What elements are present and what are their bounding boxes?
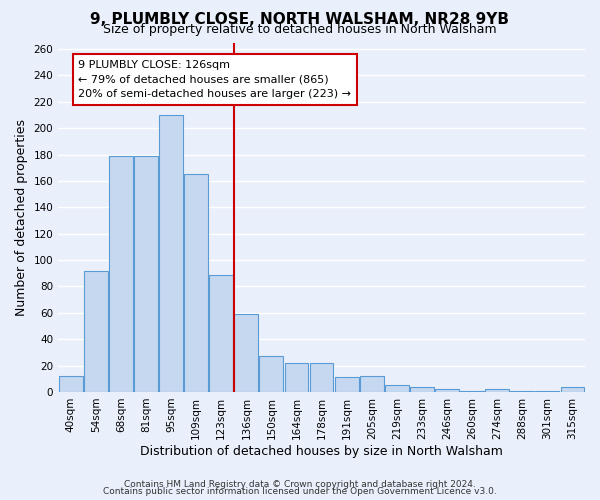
- Bar: [511, 390, 534, 392]
- Bar: [109, 156, 133, 392]
- Y-axis label: Number of detached properties: Number of detached properties: [15, 118, 28, 316]
- Bar: [360, 376, 383, 392]
- Bar: [385, 386, 409, 392]
- Bar: [59, 376, 83, 392]
- Text: 9, PLUMBLY CLOSE, NORTH WALSHAM, NR28 9YB: 9, PLUMBLY CLOSE, NORTH WALSHAM, NR28 9Y…: [91, 12, 509, 28]
- Bar: [134, 156, 158, 392]
- Bar: [184, 174, 208, 392]
- Bar: [235, 314, 258, 392]
- Text: Contains HM Land Registry data © Crown copyright and database right 2024.: Contains HM Land Registry data © Crown c…: [124, 480, 476, 489]
- Bar: [560, 386, 584, 392]
- Bar: [460, 390, 484, 392]
- Text: 9 PLUMBLY CLOSE: 126sqm
← 79% of detached houses are smaller (865)
20% of semi-d: 9 PLUMBLY CLOSE: 126sqm ← 79% of detache…: [78, 60, 351, 99]
- Bar: [435, 390, 459, 392]
- Text: Size of property relative to detached houses in North Walsham: Size of property relative to detached ho…: [103, 22, 497, 36]
- X-axis label: Distribution of detached houses by size in North Walsham: Distribution of detached houses by size …: [140, 444, 503, 458]
- Bar: [159, 115, 183, 392]
- Bar: [410, 386, 434, 392]
- Bar: [284, 363, 308, 392]
- Bar: [535, 390, 559, 392]
- Text: Contains public sector information licensed under the Open Government Licence v3: Contains public sector information licen…: [103, 487, 497, 496]
- Bar: [485, 390, 509, 392]
- Bar: [335, 378, 359, 392]
- Bar: [209, 274, 233, 392]
- Bar: [84, 270, 108, 392]
- Bar: [310, 363, 334, 392]
- Bar: [259, 356, 283, 392]
